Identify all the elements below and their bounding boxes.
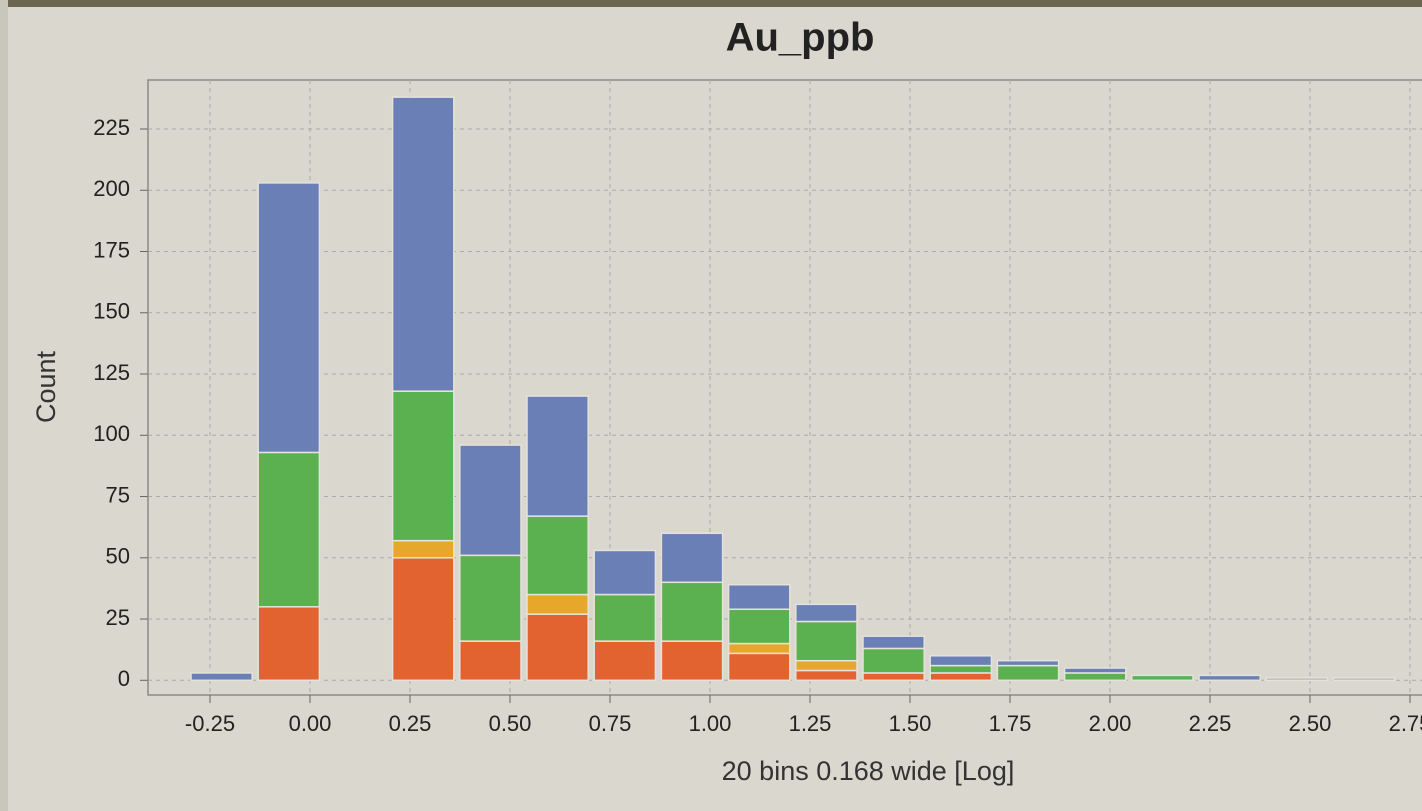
bar	[526, 593, 589, 615]
bar	[1332, 677, 1396, 682]
bar	[795, 669, 858, 682]
y-tick-label: 100	[93, 421, 130, 446]
y-tick-label: 125	[93, 360, 130, 385]
top-strip	[0, 0, 1422, 7]
bar	[1198, 674, 1261, 682]
bar	[526, 613, 589, 682]
bar	[257, 451, 321, 608]
bar	[593, 593, 657, 642]
bar	[459, 640, 522, 682]
x-axis-label: 20 bins 0.168 wide [Log]	[722, 756, 1015, 786]
bar	[929, 664, 993, 674]
y-tick-label: 175	[93, 237, 130, 262]
y-tick-label: 0	[118, 666, 130, 691]
y-tick-label: 75	[106, 482, 130, 507]
x-tick-label: 0.50	[489, 711, 532, 736]
x-tick-label: 1.25	[789, 711, 832, 736]
bar	[526, 515, 589, 596]
bar	[391, 390, 455, 542]
bar	[391, 539, 455, 559]
bar	[459, 444, 522, 557]
bar	[795, 620, 858, 662]
plot-frame	[147, 79, 1422, 696]
bar	[727, 608, 791, 645]
bar	[660, 532, 724, 584]
bar	[862, 672, 925, 682]
x-tick-label: 2.50	[1289, 711, 1332, 736]
bar	[862, 647, 925, 674]
x-tick-label: 0.00	[289, 711, 332, 736]
plot-area	[148, 80, 1422, 695]
bar	[727, 642, 791, 655]
bar	[996, 659, 1060, 667]
bar	[391, 557, 455, 682]
bar	[929, 655, 993, 667]
bar	[795, 603, 858, 623]
bar	[727, 652, 791, 682]
bar	[190, 672, 253, 682]
bar	[526, 395, 589, 517]
bar	[593, 549, 657, 596]
x-tick-label: -0.25	[185, 711, 235, 736]
y-tick-label: 25	[106, 605, 130, 630]
x-tick-label: 2.25	[1189, 711, 1232, 736]
bar	[862, 635, 925, 650]
bar	[1131, 674, 1194, 682]
bar	[929, 672, 993, 682]
x-tick-label: 2.75	[1389, 711, 1422, 736]
x-tick-label: 0.75	[589, 711, 632, 736]
y-tick-label: 150	[93, 299, 130, 324]
bar	[660, 581, 724, 642]
x-tick-label: 1.75	[989, 711, 1032, 736]
bar	[257, 182, 321, 454]
x-tick-label: 2.00	[1089, 711, 1132, 736]
bar	[593, 640, 657, 682]
x-tick-label: 1.00	[689, 711, 732, 736]
x-tick-label: 0.25	[389, 711, 432, 736]
left-panel-edge	[0, 0, 8, 811]
x-tick-label: 1.50	[889, 711, 932, 736]
y-tick-label: 225	[93, 115, 130, 140]
bar	[1063, 672, 1127, 682]
y-tick-label: 50	[106, 544, 130, 569]
bar	[391, 96, 455, 392]
bar	[459, 554, 522, 642]
y-tick-label: 200	[93, 176, 130, 201]
bar	[1265, 677, 1329, 682]
bar	[660, 640, 724, 682]
bar	[727, 583, 791, 610]
bar	[257, 606, 321, 682]
bar	[996, 664, 1060, 682]
bar	[795, 659, 858, 672]
y-axis-label: Count	[31, 350, 61, 423]
chart-title: Au_ppb	[726, 16, 875, 60]
bar	[1063, 667, 1127, 674]
